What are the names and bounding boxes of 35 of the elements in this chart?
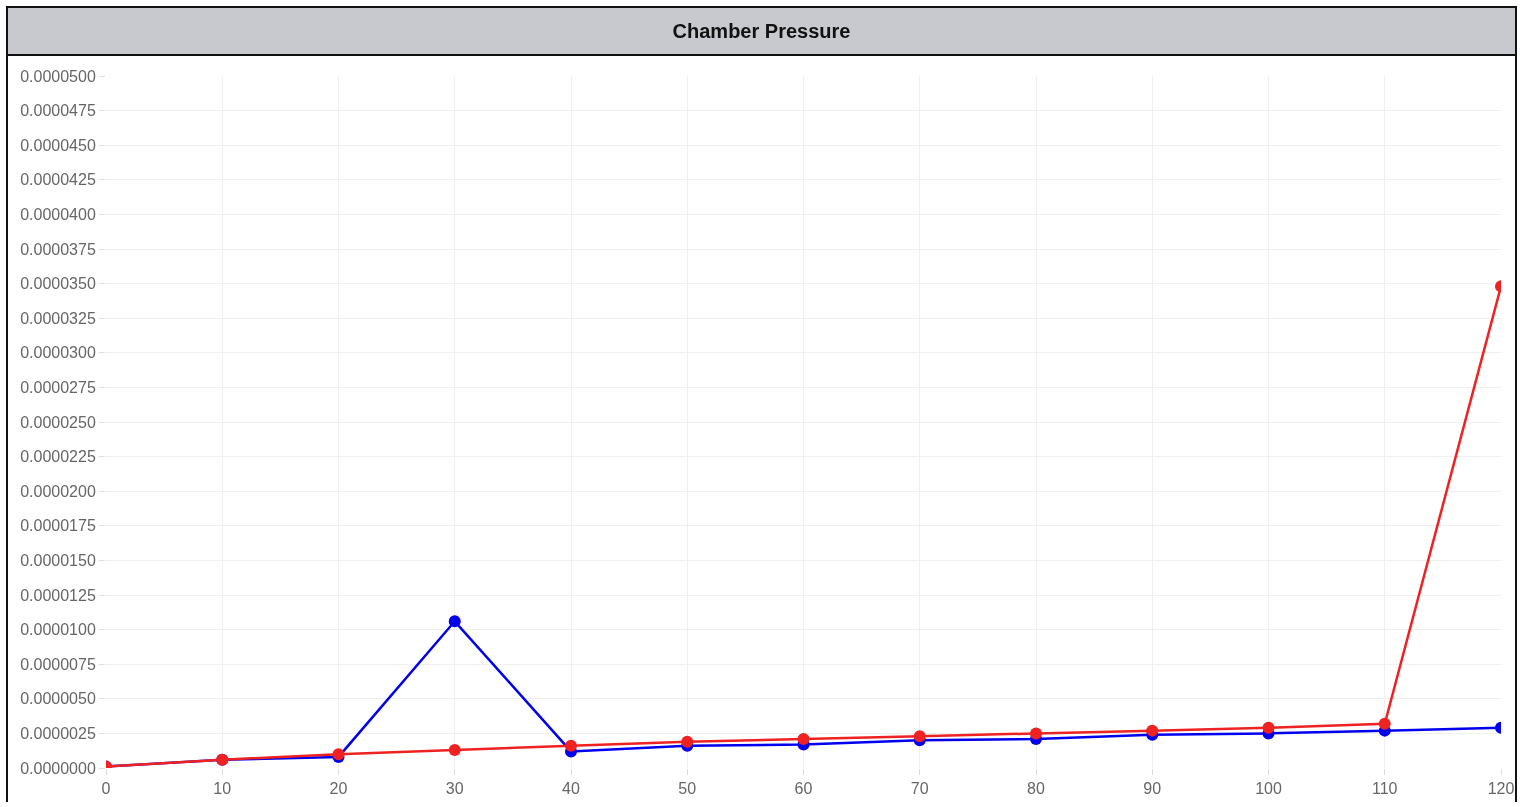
y-tick-label: 0.0000150 [20, 552, 96, 569]
x-tick-label: 70 [910, 780, 929, 798]
y-tick-label: 0.0000125 [20, 586, 96, 604]
y-tick-label: 0.0000350 [20, 275, 96, 293]
x-tick-label: 30 [445, 780, 464, 798]
y-tick-label: 0.0000200 [20, 482, 96, 500]
x-tick-label: 110 [1371, 780, 1398, 798]
x-tick-label: 60 [794, 780, 813, 798]
x-tick-label: 20 [329, 780, 348, 798]
y-tick-label: 0.0000300 [20, 344, 96, 362]
x-tick-label: 50 [678, 780, 697, 798]
y-tick-label: 0.0000225 [20, 448, 96, 466]
y-tick-label: 0.0000375 [20, 240, 96, 258]
y-tick-label: 0.0000400 [20, 206, 96, 223]
y-tick-label: 0.0000450 [20, 136, 96, 154]
x-tick-label: 40 [562, 780, 580, 798]
chart-title: Chamber Pressure [8, 8, 1515, 56]
y-tick-label: 0.0000000 [20, 759, 96, 777]
x-tick-label: 90 [1143, 780, 1162, 798]
y-tick-label: 0.0000025 [20, 725, 96, 742]
y-tick-label: 0.0000325 [20, 309, 96, 327]
x-tick-label: 120 [1487, 780, 1515, 798]
y-tick-label: 0.0000075 [20, 655, 96, 673]
y-tick-label: 0.0000050 [20, 690, 96, 708]
x-tick-label: 0 [101, 780, 111, 798]
y-tick-label: 0.0000500 [20, 67, 96, 85]
y-tick-label: 0.0000250 [20, 413, 96, 431]
x-tick-label: 10 [213, 780, 232, 798]
y-tick-label: 0.0000275 [20, 379, 96, 396]
y-tick-label: 0.0000425 [20, 171, 96, 189]
y-tick-label: 0.0000475 [20, 102, 96, 120]
y-tick-label: 0.0000100 [20, 621, 96, 639]
y-tick-label: 0.0000175 [20, 517, 96, 535]
x-tick-label: 100 [1255, 780, 1282, 798]
x-tick-label: 80 [1027, 780, 1045, 798]
